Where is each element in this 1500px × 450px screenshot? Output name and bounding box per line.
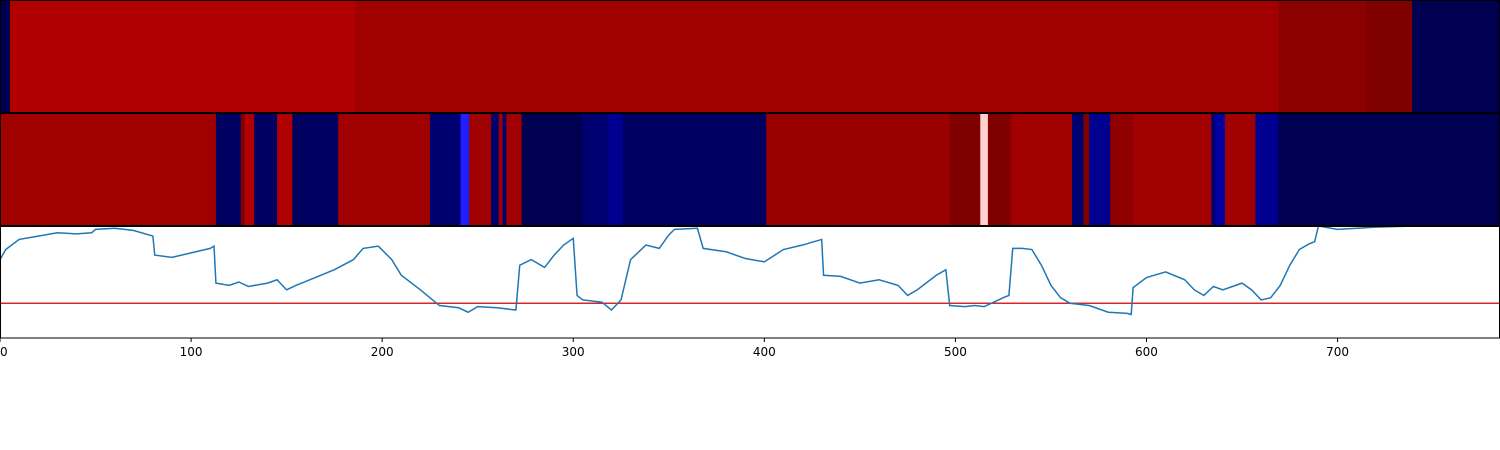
- heatmap-cell: [498, 113, 504, 225]
- heatmap-cell: [949, 113, 981, 225]
- heatmap-cell: [1278, 113, 1500, 225]
- x-tick-label: 100: [180, 345, 203, 359]
- x-tick-label: 600: [1135, 345, 1158, 359]
- heatmap-cell: [355, 0, 1279, 112]
- heatmap-cell: [607, 113, 624, 225]
- heatmap-cell: [1110, 113, 1134, 225]
- heatmap-cell: [1412, 0, 1500, 112]
- heatmap-cell: [338, 113, 431, 225]
- heatmap-cell: [1255, 113, 1279, 225]
- heatmap-cell: [277, 113, 293, 225]
- heatmap-cell: [1089, 113, 1111, 225]
- heatmap-cell: [506, 113, 523, 225]
- heatmap-cell: [766, 113, 951, 225]
- heatmap-cell: [0, 0, 11, 112]
- heatmap-cell: [1010, 113, 1073, 225]
- heatmap-cell: [1083, 113, 1090, 225]
- heatmap-cell: [460, 113, 470, 225]
- heatmap-cell: [215, 113, 242, 225]
- heatmap-cell: [1133, 113, 1212, 225]
- heatmap-cell: [240, 113, 246, 225]
- heatmap-cell: [1215, 113, 1226, 225]
- plot-area: [0, 226, 1500, 316]
- heatmap-cell: [429, 113, 462, 225]
- heatmap-cell: [980, 113, 989, 225]
- heatmap-cell: [1224, 113, 1256, 225]
- x-tick-label: 300: [562, 345, 585, 359]
- heatmap-cell: [521, 113, 584, 225]
- heatmap-cell: [1278, 0, 1367, 112]
- heatmap-cell: [622, 113, 767, 225]
- heatmap-cell: [1366, 0, 1413, 112]
- heatmap-cell: [1211, 113, 1216, 225]
- heatmap-cell: [1071, 113, 1084, 225]
- line-series: [0, 226, 1415, 316]
- heatmap-cell: [502, 113, 507, 225]
- heatmap-cell: [582, 113, 609, 225]
- heatmap-cell: [292, 113, 339, 225]
- x-tick-label: 200: [371, 345, 394, 359]
- panel-frame: [0, 226, 1500, 339]
- x-tick-label: 0: [0, 345, 8, 359]
- x-tick-label: 700: [1326, 345, 1349, 359]
- heatmap-cell: [9, 0, 356, 112]
- heatmap-cell: [491, 113, 500, 225]
- x-tick-label: 500: [944, 345, 967, 359]
- heatmap-cell: [0, 113, 217, 225]
- heatmap-cell: [244, 113, 255, 225]
- heatmap-cell: [254, 113, 278, 225]
- x-tick-label: 400: [753, 345, 776, 359]
- heatmap-cell: [987, 113, 1012, 225]
- heatmap-cell: [469, 113, 492, 225]
